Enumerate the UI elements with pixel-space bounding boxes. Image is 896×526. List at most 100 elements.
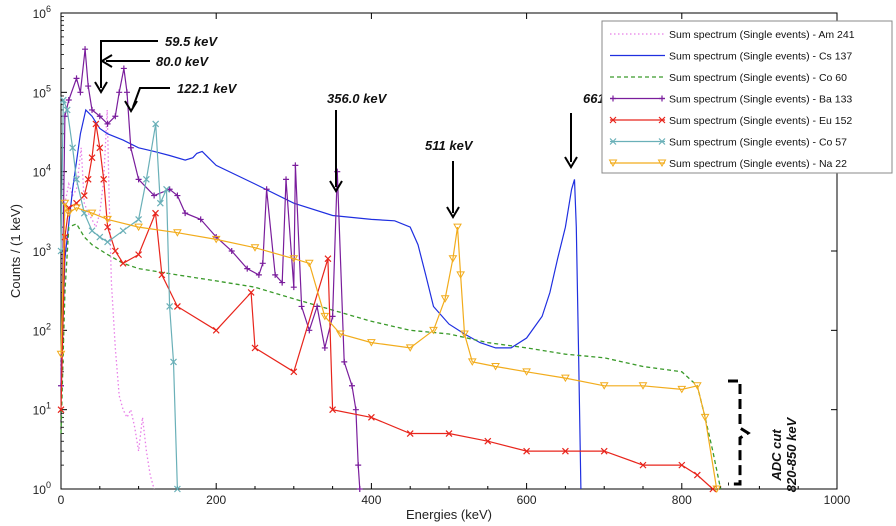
series-5 [57,120,717,493]
data-point [59,96,67,104]
data-point [151,192,158,199]
data-point [135,176,142,183]
data-point [152,209,159,217]
data-point [700,413,710,422]
y-tick-label: 102 [33,321,51,338]
legend-entry: Sum spectrum (Single events) - Eu 152 [609,115,852,127]
y-tick-base: 10 [33,245,47,259]
data-point [61,233,69,241]
series-1 [60,109,155,490]
annotation-arrow [132,87,170,108]
data-point [73,175,80,183]
series-6 [57,96,181,493]
data-point [712,485,722,493]
x-tick-label: 1000 [824,493,851,507]
data-point [250,244,260,252]
data-point [678,461,686,469]
legend-entry: Sum spectrum (Single events) - Ba 133 [610,94,852,106]
data-point [609,116,617,124]
data-point [73,75,80,82]
data-point [289,255,299,263]
legend-label: Sum spectrum (Single events) - Co 60 [669,72,847,84]
legend-label: Sum spectrum (Single events) - Eu 152 [669,115,852,127]
data-point [60,199,70,208]
adc-cut-brace [728,379,751,486]
y-tick-label: 104 [33,163,51,180]
data-point [440,295,450,303]
arrow-head [446,206,460,219]
series-line [60,123,714,490]
legend-label: Sum spectrum (Single events) - Na 22 [669,158,847,170]
arrow-head [329,180,343,193]
y-tick-base: 10 [33,324,47,338]
data-point [460,330,469,338]
arrow-head [94,81,108,94]
data-point [96,113,103,120]
data-point [599,382,609,390]
data-point [127,144,134,151]
annotation-label: 356.0 keV [327,91,388,106]
data-point [119,259,127,267]
data-point [448,255,458,263]
x-axis-label: Energies (keV) [406,507,492,522]
data-point [158,271,166,279]
legend-label: Sum spectrum (Single events) - Ba 133 [669,94,852,106]
series-4 [58,46,363,492]
data-point [306,327,313,334]
data-point [609,138,617,145]
data-point [135,251,143,259]
series-layer [56,46,722,493]
data-point [367,339,376,347]
data-point [279,279,286,286]
series-line [60,108,582,490]
data-point [658,116,666,124]
x-tick-label: 600 [517,493,537,507]
data-point [709,485,717,493]
series-line [60,202,718,490]
data-point [57,247,65,255]
data-point [639,461,647,469]
data-point [335,330,345,338]
arrow-head [100,54,113,68]
data-point [608,159,618,167]
peak-annotation: 511 keV [425,138,474,219]
peak-annotation: 122.1 keV [124,81,238,113]
data-point [445,430,453,437]
y-tick-base: 10 [33,166,47,180]
y-tick-base: 10 [33,483,47,497]
data-point [85,83,92,90]
data-point [692,382,702,390]
data-point [65,97,72,104]
data-point [88,227,96,235]
data-point [324,255,332,263]
y-tick-label: 101 [33,401,51,418]
data-point [142,175,150,183]
data-point [173,229,182,237]
data-point [163,185,170,193]
data-point [135,216,143,223]
legend-entry: Sum spectrum (Single events) - Co 60 [610,72,847,84]
x-tick-label: 400 [361,493,381,507]
y-tick-exponent: 2 [46,321,51,331]
data-point [523,447,531,455]
data-point [561,447,569,455]
data-point [104,223,111,231]
adc-cut-bracket: ADC cut820-850 keV [728,379,799,492]
data-point [453,223,462,232]
data-point [84,175,92,183]
data-point [677,385,687,394]
data-point [355,462,362,469]
data-point [104,238,111,246]
data-point [170,358,177,366]
data-point [82,46,89,53]
series-line [60,109,155,490]
y-axis-label: Counts / (1 keV) [8,204,23,298]
data-point [173,303,181,310]
annotation-label: 80.0 keV [156,54,209,69]
data-point [173,485,181,493]
data-point [356,486,363,492]
y-tick-exponent: 0 [46,480,51,490]
data-point [349,382,355,389]
